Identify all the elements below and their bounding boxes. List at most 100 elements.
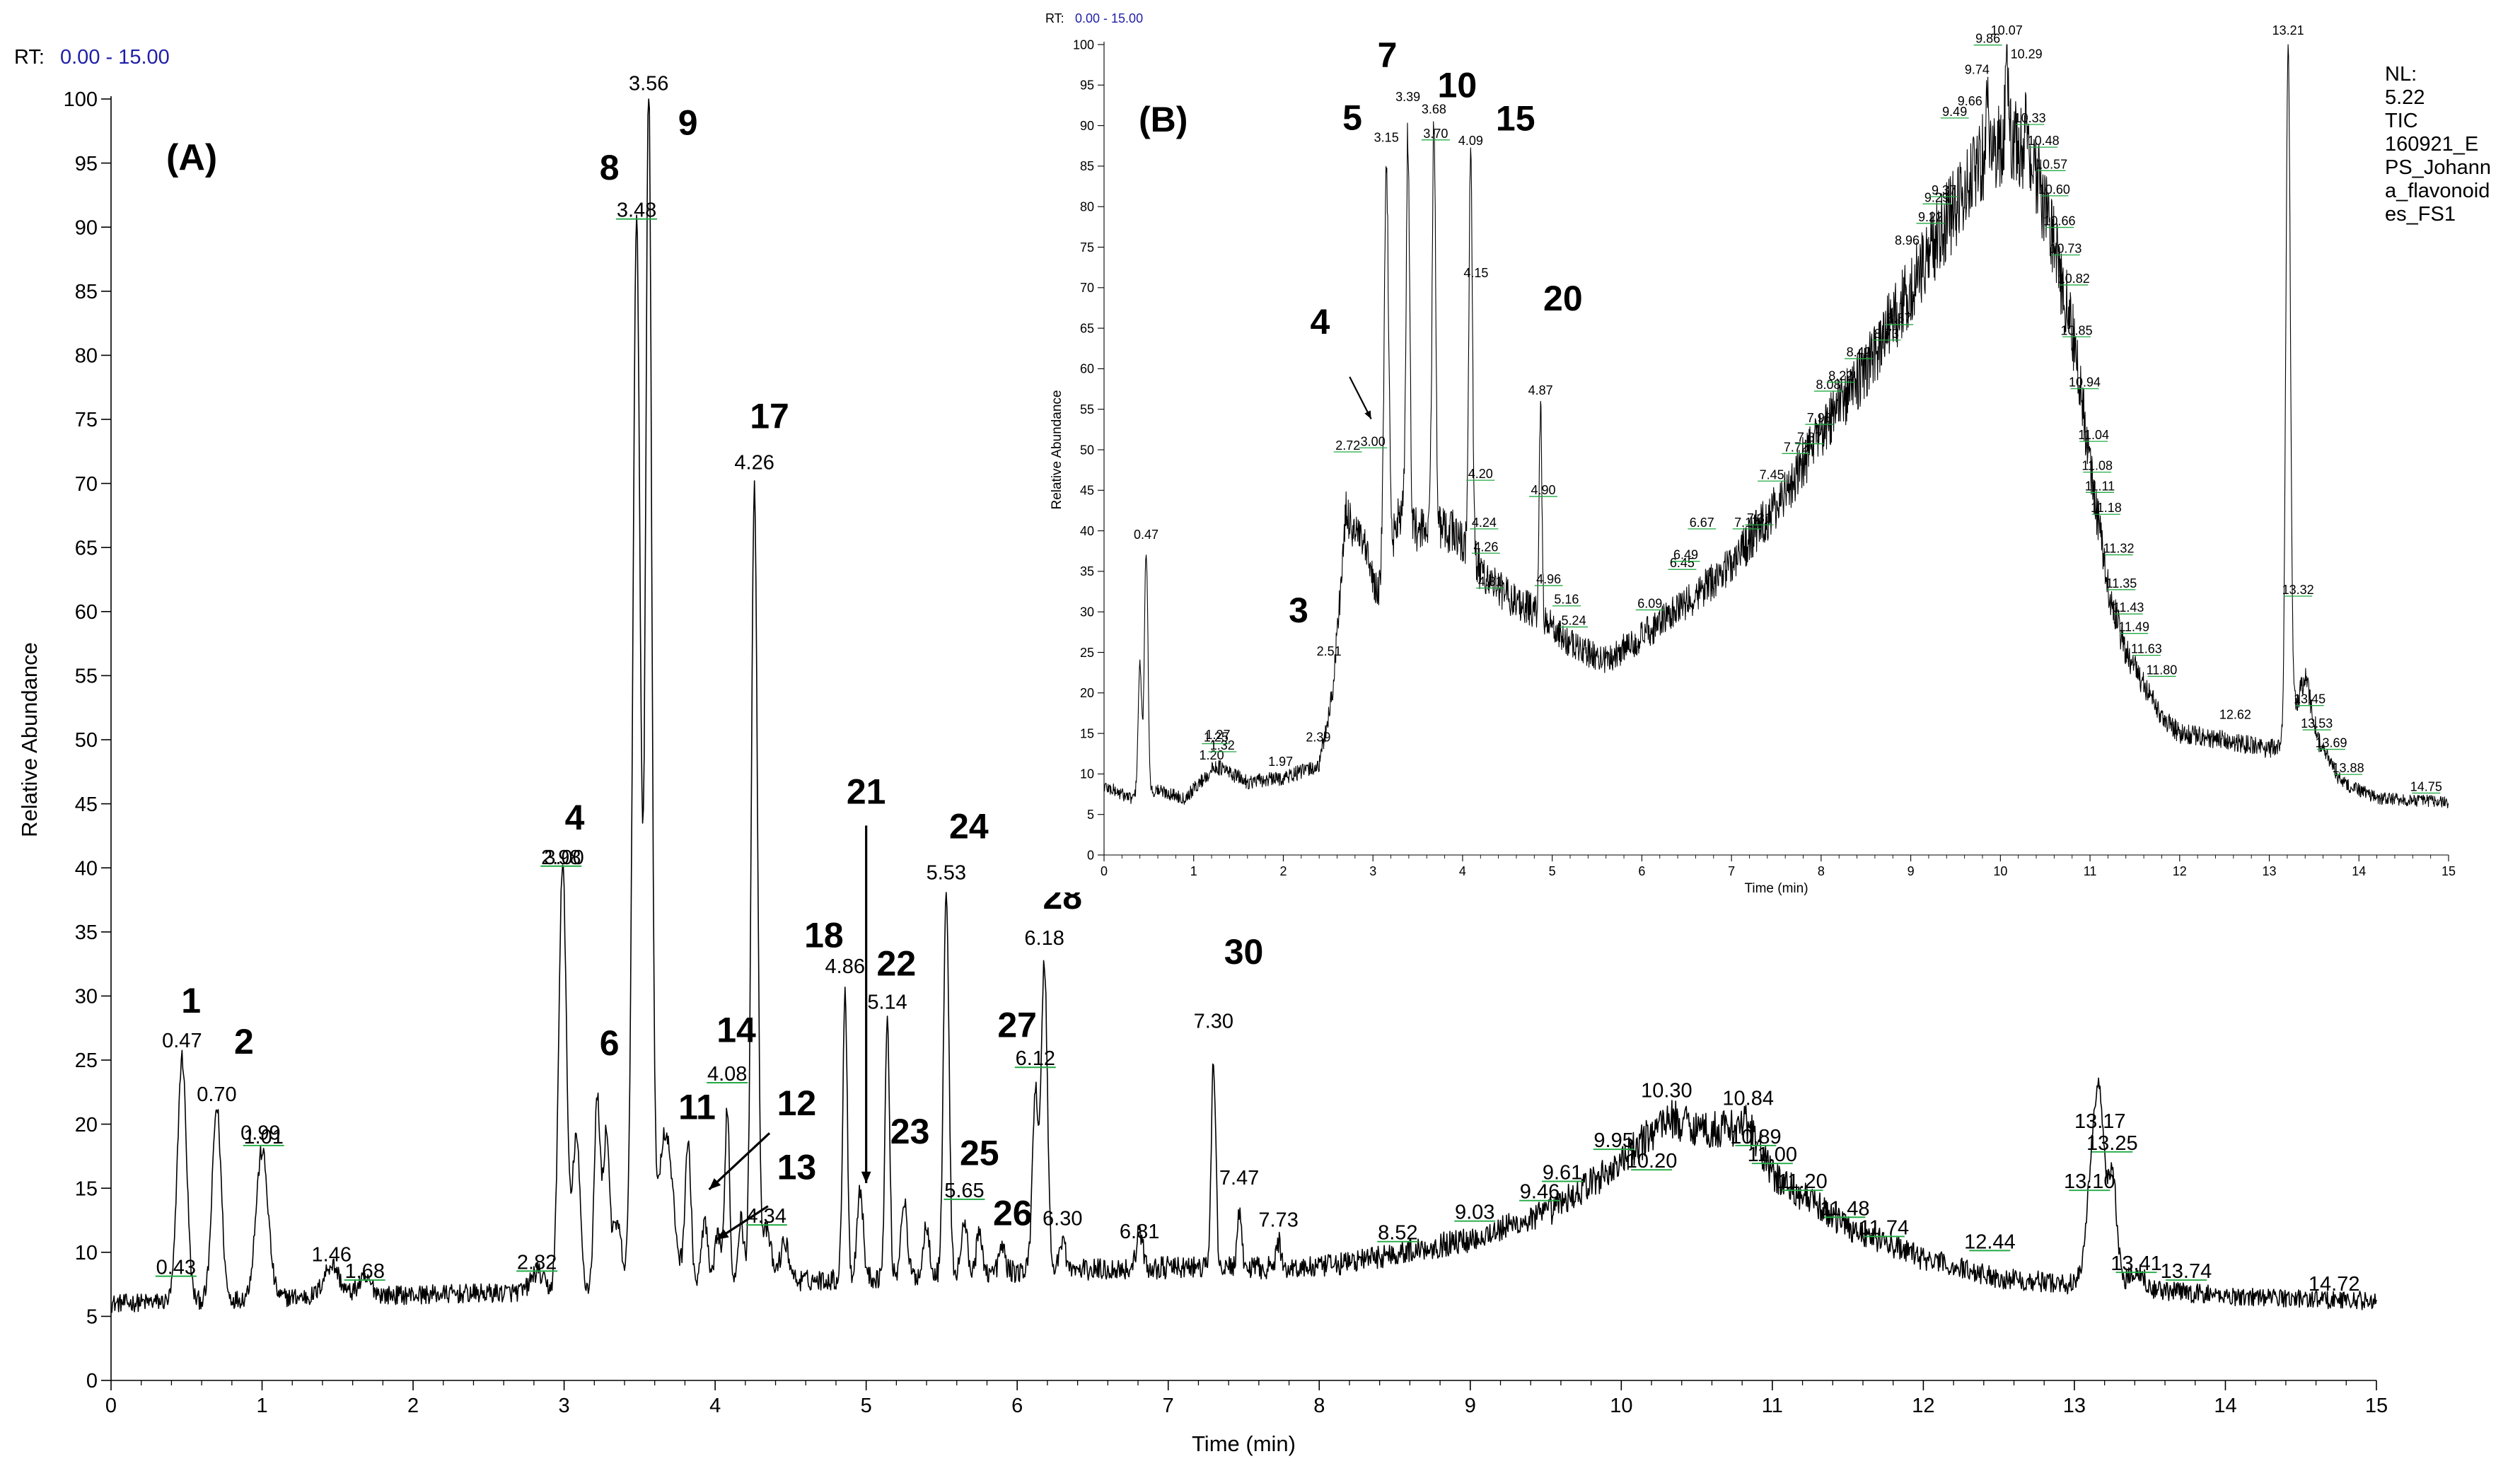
rt-label-b: 4.87	[1528, 383, 1553, 397]
y-tick-label-b: 95	[1080, 78, 1094, 93]
rt-label-b: 1.27	[1205, 728, 1230, 742]
rt-label-b: 3.39	[1395, 90, 1420, 104]
rt-label-a: 11.74	[1859, 1216, 1909, 1239]
rt-label-b: 6.49	[1673, 548, 1698, 562]
instrument-info-line: 160921_E	[2385, 133, 2478, 156]
rt-label-b: 10.29	[2011, 47, 2043, 61]
y-axis-title-a: Relative Abundance	[17, 642, 42, 837]
peak-number-a: 14	[716, 1011, 756, 1050]
rt-label-b: 11.80	[2147, 663, 2178, 677]
instrument-info-line: TIC	[2385, 110, 2418, 132]
peak-number-a: 8	[600, 148, 620, 187]
peak-number-b: 10	[1438, 65, 1477, 105]
rt-label-b: 5.24	[1562, 614, 1586, 628]
peak-number-b: 3	[1289, 591, 1308, 630]
rt-label-a: 4.86	[825, 955, 865, 978]
x-tick-label-a: 7	[1163, 1395, 1174, 1417]
x-tick-label-b: 0	[1101, 864, 1108, 878]
rt-label-a: 5.53	[927, 862, 966, 885]
x-tick-label-a: 1	[256, 1395, 267, 1417]
x-tick-label-a: 4	[709, 1395, 721, 1417]
rt-label-b: 2.72	[1335, 438, 1360, 453]
peak-number-a: 6	[600, 1023, 620, 1063]
rt-label-b: 4.24	[1472, 516, 1497, 530]
rt-label-a: 1.46	[312, 1243, 352, 1266]
y-tick-label-a: 70	[75, 473, 98, 496]
rt-label-b: 4.09	[1458, 134, 1483, 148]
rt-label-a: 1.01	[243, 1126, 283, 1148]
rt-label-b: 6.67	[1690, 516, 1714, 530]
rt-label-a: 11.20	[1777, 1170, 1827, 1193]
rt-label-b: 0.47	[1134, 528, 1159, 542]
inset-background	[1040, 0, 2520, 892]
rt-label-a: 1.68	[345, 1260, 385, 1283]
x-tick-label-b: 3	[1369, 864, 1376, 878]
y-tick-label-a: 85	[75, 281, 98, 303]
y-tick-label-b: 55	[1080, 402, 1094, 417]
rt-label-a: 13.17	[2074, 1110, 2126, 1133]
y-tick-label-a: 25	[75, 1049, 98, 1072]
y-tick-label-b: 90	[1080, 119, 1094, 133]
rt-label-a: 10.30	[1641, 1080, 1692, 1103]
peak-number-b: 7	[1378, 35, 1398, 75]
x-tick-label-b: 7	[1728, 864, 1735, 878]
y-tick-label-b: 70	[1080, 281, 1094, 295]
rt-label-b: 11.63	[2131, 642, 2162, 656]
rt-label-b: 10.66	[2043, 214, 2075, 228]
x-tick-label-a: 8	[1313, 1395, 1325, 1417]
rt-label-b: 9.66	[1958, 94, 1982, 108]
rt-header-range-main: 0.00 - 15.00	[60, 46, 170, 69]
rt-label-b: 10.94	[2069, 376, 2101, 390]
peak-number-a: 4	[565, 798, 585, 837]
rt-label-a: 10.20	[1626, 1150, 1678, 1173]
y-tick-label-b: 45	[1080, 484, 1094, 498]
peak-number-a: 12	[777, 1083, 817, 1123]
y-tick-label-a: 60	[75, 601, 98, 624]
peak-number-a: 27	[997, 1005, 1037, 1045]
x-tick-label-b: 1	[1190, 864, 1197, 878]
rt-label-a: 14.72	[2309, 1273, 2360, 1296]
rt-label-a: 3.00	[544, 847, 583, 869]
x-tick-label-a: 13	[2063, 1395, 2086, 1417]
y-tick-label-b: 35	[1080, 564, 1094, 578]
y-tick-label-a: 65	[75, 537, 98, 559]
rt-label-b: 4.90	[1531, 483, 1555, 497]
rt-label-b: 11.08	[2081, 459, 2113, 473]
rt-label-b: 11.04	[2078, 428, 2109, 442]
panel-label-b: (B)	[1139, 100, 1188, 139]
rt-label-b: 11.43	[2113, 600, 2144, 615]
annotation-arrowhead-a	[716, 1229, 729, 1240]
rt-label-a: 6.81	[1120, 1221, 1159, 1243]
y-tick-label-a: 45	[75, 793, 98, 816]
rt-label-a: 4.26	[734, 452, 774, 475]
chromatogram-trace-b	[1103, 44, 2449, 809]
x-tick-label-a: 15	[2365, 1395, 2388, 1417]
rt-label-b: 9.29	[1924, 190, 1949, 204]
rt-label-b: 12.62	[2219, 707, 2251, 721]
peak-number-a: 21	[847, 772, 886, 812]
rt-label-b: 10.48	[2028, 134, 2060, 148]
rt-label-a: 13.74	[2161, 1260, 2212, 1283]
rt-label-b: 10.73	[2050, 242, 2081, 256]
x-tick-label-a: 3	[559, 1395, 570, 1417]
rt-header-range-inset: 0.00 - 15.00	[1075, 11, 1143, 25]
x-tick-label-a: 11	[1762, 1395, 1783, 1417]
rt-label-b: 8.73	[1874, 327, 1899, 341]
rt-label-a: 0.43	[156, 1257, 196, 1279]
x-tick-label-a: 10	[1610, 1395, 1632, 1417]
rt-label-a: 9.95	[1593, 1129, 1633, 1152]
rt-label-b: 5.16	[1554, 593, 1579, 607]
rt-label-b: 2.51	[1317, 644, 1342, 658]
x-tick-label-b: 6	[1638, 864, 1645, 878]
y-tick-label-a: 80	[75, 345, 98, 368]
rt-label-b: 9.49	[1942, 105, 1967, 119]
y-tick-label-a: 15	[75, 1177, 98, 1200]
rt-header-label-inset: RT:	[1045, 11, 1064, 25]
rt-label-b: 10.07	[1991, 23, 2023, 37]
y-tick-label-b: 75	[1080, 240, 1094, 255]
annotation-arrow-a	[708, 1132, 771, 1191]
instrument-info-line: a_flavonoid	[2385, 180, 2490, 202]
rt-label-b: 3.68	[1422, 102, 1446, 116]
rt-label-b: 9.22	[1918, 210, 1943, 224]
x-tick-label-b: 9	[1908, 864, 1915, 878]
